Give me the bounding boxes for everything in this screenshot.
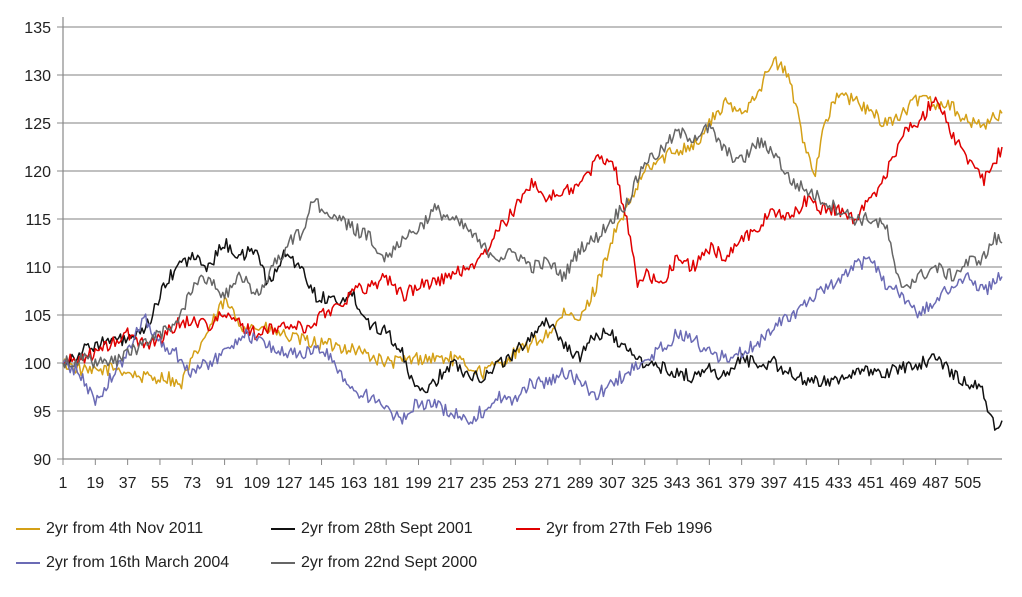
series-lines (62, 56, 1003, 431)
legend-item-series-2: 2yr from 28th Sept 2001 (271, 520, 473, 538)
series-line-2 (62, 238, 1003, 431)
legend-item-series-5: 2yr from 22nd Sept 2000 (271, 554, 477, 572)
x-tick-label-451: 451 (858, 475, 885, 492)
x-tick-label-181: 181 (373, 475, 400, 492)
y-tick-label-95: 95 (33, 404, 51, 421)
y-tick-label-120: 120 (24, 164, 51, 181)
series-line-1 (62, 56, 1003, 390)
series-line-4 (62, 256, 1003, 425)
y-tick-label-115: 115 (25, 212, 51, 229)
x-tick-label-415: 415 (793, 475, 820, 492)
x-tick-label-1: 1 (59, 475, 68, 492)
x-tick-label-19: 19 (86, 475, 104, 492)
axes (62, 17, 1002, 460)
legend-swatch-series-1 (16, 528, 40, 530)
y-tick-label-125: 125 (24, 116, 51, 133)
y-tick-label-105: 105 (24, 308, 51, 325)
x-tick-label-433: 433 (825, 475, 852, 492)
x-tick-label-343: 343 (664, 475, 691, 492)
legend-item-series-4: 2yr from 16th March 2004 (16, 554, 229, 572)
legend-swatch-series-5 (271, 562, 295, 564)
series-line-3 (62, 96, 1003, 365)
legend-label-series-5: 2yr from 22nd Sept 2000 (301, 554, 478, 571)
x-tick-label-235: 235 (470, 475, 497, 492)
x-tick-label-505: 505 (955, 475, 982, 492)
y-tick-label-130: 130 (24, 68, 51, 85)
x-tick-label-469: 469 (890, 475, 917, 492)
y-axis-ticks: 90 95 100 105 110 115 120 125 130 135 (24, 20, 63, 469)
y-tick-label-90: 90 (33, 452, 51, 469)
legend-label-series-4: 2yr from 16th March 2004 (46, 554, 230, 571)
x-tick-label-289: 289 (567, 475, 594, 492)
x-tick-label-217: 217 (437, 475, 464, 492)
x-tick-label-253: 253 (502, 475, 529, 492)
x-tick-label-325: 325 (631, 475, 658, 492)
x-tick-label-73: 73 (183, 475, 201, 492)
x-tick-label-379: 379 (728, 475, 755, 492)
x-tick-label-397: 397 (761, 475, 788, 492)
x-tick-label-145: 145 (308, 475, 335, 492)
legend-swatch-series-2 (271, 528, 295, 530)
x-tick-label-487: 487 (922, 475, 949, 492)
x-tick-label-55: 55 (151, 475, 169, 492)
legend-label-series-1: 2yr from 4th Nov 2011 (46, 520, 204, 537)
x-tick-label-199: 199 (405, 475, 432, 492)
legend-swatch-series-4 (16, 562, 40, 564)
gridlines (63, 26, 1002, 412)
y-tick-label-110: 110 (25, 260, 51, 277)
x-tick-label-37: 37 (119, 475, 137, 492)
y-tick-label-100: 100 (24, 356, 51, 373)
y-tick-label-135: 135 (24, 20, 51, 37)
x-tick-label-361: 361 (696, 475, 723, 492)
legend-label-series-2: 2yr from 28th Sept 2001 (301, 520, 473, 537)
x-tick-label-307: 307 (599, 475, 626, 492)
x-tick-label-127: 127 (276, 475, 303, 492)
legend-item-series-1: 2yr from 4th Nov 2011 (16, 520, 203, 538)
legend-item-series-3: 2yr from 27th Feb 1996 (516, 520, 712, 538)
x-tick-label-109: 109 (244, 475, 271, 492)
x-tick-label-91: 91 (216, 475, 234, 492)
series-line-5 (62, 122, 1003, 369)
x-tick-label-163: 163 (341, 475, 368, 492)
x-axis-ticks: 1 19 37 55 73 91 109 127 145 163 181 199 217 235 253 27… (59, 459, 982, 492)
x-tick-label-271: 271 (534, 475, 561, 492)
legend-label-series-3: 2yr from 27th Feb 1996 (546, 520, 713, 537)
legend-swatch-series-3 (516, 528, 540, 530)
